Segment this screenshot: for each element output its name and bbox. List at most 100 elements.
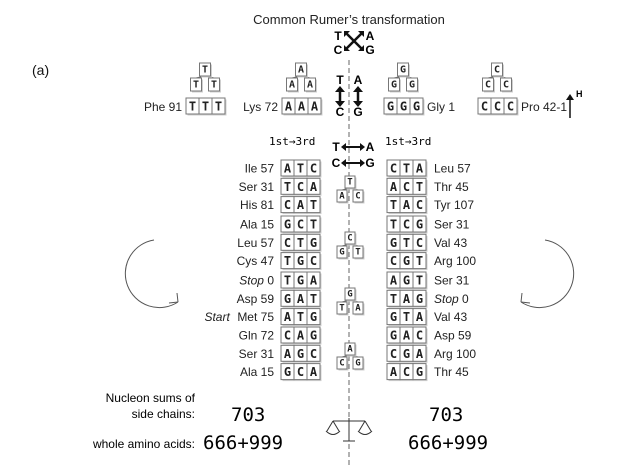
svg-text:C: C xyxy=(416,236,423,250)
codon-row: Leu 57 C T G G T C Val 43 xyxy=(237,233,467,252)
tree-node: T xyxy=(352,245,365,260)
tree-node: G xyxy=(388,77,401,93)
codon-base: T xyxy=(280,271,296,290)
svg-text:C: C xyxy=(485,80,491,91)
codon-base: C xyxy=(386,159,402,178)
left-amino-label: Leu 57 xyxy=(237,236,274,250)
svg-text:G: G xyxy=(297,347,304,361)
right-amino-label: Thr 45 xyxy=(434,365,469,379)
svg-text:T: T xyxy=(284,274,291,288)
codon-base: G xyxy=(280,363,296,382)
svg-text:A: A xyxy=(310,365,318,379)
svg-text:G: G xyxy=(284,292,291,306)
codon-base: T xyxy=(399,308,415,327)
svg-text:T: T xyxy=(339,304,345,314)
svg-text:G: G xyxy=(416,218,423,232)
svg-text:A: A xyxy=(355,304,361,314)
svg-text:A: A xyxy=(311,100,319,114)
svg-text:A: A xyxy=(297,292,305,306)
left-amino-label: Stop 0 xyxy=(239,274,274,288)
codon-base: C xyxy=(477,97,493,116)
right-amino-label: Thr 45 xyxy=(434,180,469,194)
svg-text:A: A xyxy=(284,347,292,361)
codon-base: C xyxy=(306,344,322,363)
svg-text:T: T xyxy=(284,180,291,194)
h-arrow: H xyxy=(566,89,583,118)
right-amino-label: Leu 57 xyxy=(434,162,471,176)
codon-base: A xyxy=(280,344,296,363)
svg-text:T: T xyxy=(202,65,208,76)
svg-text:T: T xyxy=(416,180,423,194)
codon-row: Cys 47 T G C C G T Arg 100 xyxy=(237,252,476,271)
codon-base: C xyxy=(412,196,428,215)
svg-text:G: G xyxy=(391,80,397,91)
tree-node: C xyxy=(336,356,349,371)
svg-text:A: A xyxy=(347,345,353,355)
svg-text:G: G xyxy=(390,236,397,250)
codon-base: A xyxy=(386,271,402,290)
svg-text:G: G xyxy=(284,218,291,232)
svg-text:C: C xyxy=(310,162,317,176)
svg-text:T: T xyxy=(215,100,222,114)
codon-base: T xyxy=(386,215,402,234)
svg-text:A: A xyxy=(416,162,424,176)
sum-side-right: 703 xyxy=(429,404,463,426)
tree-node: G xyxy=(336,245,349,260)
codon-base: A xyxy=(399,326,415,345)
codon-base: A xyxy=(386,177,402,196)
codon-base: G xyxy=(386,326,402,345)
svg-text:C: C xyxy=(390,254,397,268)
codon-base: A xyxy=(412,159,428,178)
svg-text:T: T xyxy=(332,140,340,154)
svg-text:G: G xyxy=(403,254,410,268)
svg-text:C: C xyxy=(403,180,410,194)
svg-text:G: G xyxy=(413,100,420,114)
codon-base: G xyxy=(386,308,402,327)
right-amino-label: Val 43 xyxy=(434,310,467,324)
codon-base: G xyxy=(396,97,412,116)
codon-row: Gln 72 C A G G A C Asp 59 xyxy=(239,326,472,345)
tree-node: C xyxy=(482,77,495,93)
svg-text:A: A xyxy=(284,310,292,324)
cross-base-br: G xyxy=(365,43,374,57)
svg-text:G: G xyxy=(297,254,304,268)
svg-text:G: G xyxy=(409,80,415,91)
sums-label-line1: Nucleon sums of xyxy=(106,391,196,405)
svg-text:H: H xyxy=(576,89,583,99)
codon-row: Ala 15 G C A A C G Thr 45 xyxy=(240,363,469,382)
nucleotide-tree: CC C xyxy=(482,62,513,93)
codon-base: C xyxy=(386,252,402,271)
rotation-arrow-left xyxy=(124,239,179,309)
left-amino-label: Asp 59 xyxy=(237,292,275,306)
svg-text:T: T xyxy=(310,292,317,306)
svg-text:T: T xyxy=(390,198,397,212)
svg-text:C: C xyxy=(284,198,291,212)
codon-base: T xyxy=(185,97,201,116)
svg-text:A: A xyxy=(298,100,306,114)
codon-base: A xyxy=(399,196,415,215)
col-header-right: 1st→3rd xyxy=(385,135,431,148)
svg-text:G: G xyxy=(339,248,344,258)
svg-text:A: A xyxy=(390,274,398,288)
svg-text:A: A xyxy=(416,347,424,361)
svg-text:G: G xyxy=(403,347,410,361)
tree-node: G xyxy=(406,77,419,93)
svg-text:G: G xyxy=(297,274,304,288)
codon-base: G xyxy=(409,97,425,116)
codon-base: T xyxy=(412,177,428,196)
svg-text:C: C xyxy=(297,365,304,379)
left-amino-label: His 81 xyxy=(240,198,274,212)
svg-text:G: G xyxy=(310,329,317,343)
codon-base: T xyxy=(386,196,402,215)
nucleotide-tree: AA A xyxy=(286,62,317,93)
codon-base: G xyxy=(293,271,309,290)
